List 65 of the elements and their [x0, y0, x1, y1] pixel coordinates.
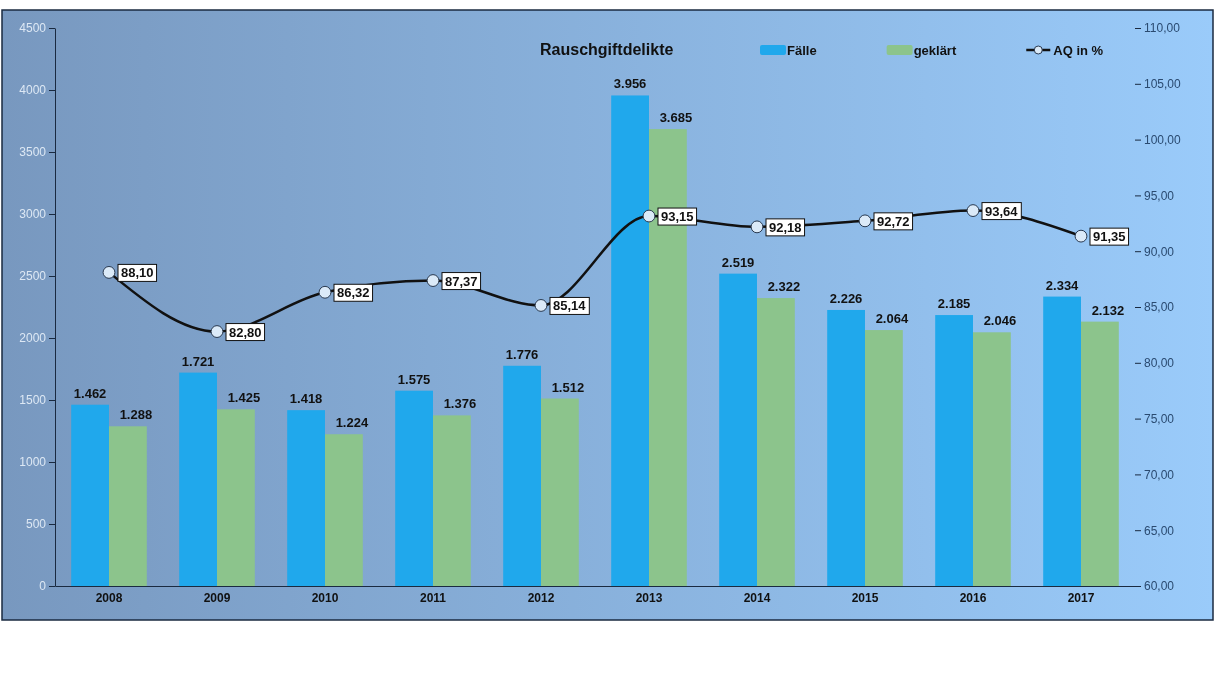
- y2-tick-label: 110,00: [1144, 21, 1181, 36]
- x-tick-label: 2009: [203, 591, 231, 606]
- y2-tick-label: 80,00: [1144, 356, 1175, 371]
- x-tick-label: 2012: [527, 591, 555, 606]
- y2-tick-label: 100,00: [1144, 132, 1182, 147]
- text: Rauschgiftdelikte: [540, 41, 674, 58]
- x-tick-label: 2011: [419, 591, 447, 606]
- data-label: 2.185: [937, 296, 971, 312]
- x-tick-label: 2008: [95, 591, 123, 606]
- legend-label: geklärt: [913, 43, 957, 58]
- data-label: 2.226: [829, 290, 863, 306]
- y2-tick-label: 95,00: [1144, 188, 1175, 203]
- data-label: 91,35: [1093, 229, 1126, 245]
- data-label: 88,10: [121, 265, 154, 281]
- y-tick-label: 1500: [19, 393, 47, 408]
- y2-tick-label: 75,00: [1144, 411, 1175, 426]
- data-label: 3.685: [659, 110, 693, 126]
- x-tick-label: 2015: [851, 591, 879, 606]
- x-tick-label: 2010: [311, 591, 339, 606]
- legend-label: AQ in %: [1053, 43, 1104, 58]
- data-label: 2.046: [983, 313, 1017, 329]
- data-label: 1.512: [551, 379, 585, 395]
- data-label: 1.776: [505, 346, 539, 362]
- data-label: 82,80: [229, 324, 262, 340]
- x-tick-label: 2016: [959, 591, 987, 606]
- data-label: 92,18: [769, 219, 802, 235]
- y-tick-label: 500: [25, 517, 47, 532]
- data-label: 1.462: [73, 385, 107, 401]
- y-tick-label: 0: [39, 579, 47, 594]
- y-tick-label: 4000: [19, 83, 47, 98]
- data-label: 3.956: [613, 76, 647, 92]
- data-label: 1.224: [335, 415, 369, 431]
- x-tick-label: 2014: [743, 591, 771, 606]
- data-label: 1.425: [227, 390, 261, 406]
- data-label: 1.575: [397, 371, 431, 387]
- y2-tick-label: 65,00: [1144, 523, 1175, 538]
- y2-tick-label: 70,00: [1144, 467, 1175, 482]
- y-tick-label: 2500: [19, 269, 47, 284]
- data-label: 93,64: [985, 203, 1019, 219]
- data-label: 86,32: [337, 285, 370, 301]
- y2-tick-label: 85,00: [1144, 300, 1175, 315]
- data-label: 2.064: [875, 311, 909, 327]
- x-tick-label: 2017: [1067, 591, 1095, 606]
- y2-tick-label: 60,00: [1144, 579, 1175, 594]
- y-tick-label: 4500: [19, 21, 47, 36]
- data-label: 2.334: [1045, 277, 1080, 293]
- data-label: 1.376: [443, 396, 477, 412]
- data-label: 1.721: [181, 353, 215, 369]
- legend-label: Fälle: [787, 43, 817, 58]
- data-label: 87,37: [445, 273, 478, 289]
- y-tick-label: 1000: [19, 455, 47, 470]
- y-tick-label: 2000: [19, 331, 47, 346]
- data-label: 1.288: [119, 407, 153, 423]
- data-label: 85,14: [553, 298, 587, 314]
- y2-tick-label: 90,00: [1144, 244, 1175, 259]
- data-label: 2.132: [1091, 302, 1125, 318]
- y-tick-label: 3000: [19, 207, 47, 222]
- x-tick-label: 2013: [635, 591, 663, 606]
- data-label: 93,15: [661, 209, 694, 225]
- y-tick-label: 3500: [19, 145, 47, 160]
- data-label: 2.519: [721, 254, 755, 270]
- data-label: 2.322: [767, 279, 801, 295]
- y2-tick-label: 105,00: [1144, 77, 1182, 92]
- data-label: 1.418: [289, 391, 323, 407]
- data-label: 92,72: [877, 213, 910, 229]
